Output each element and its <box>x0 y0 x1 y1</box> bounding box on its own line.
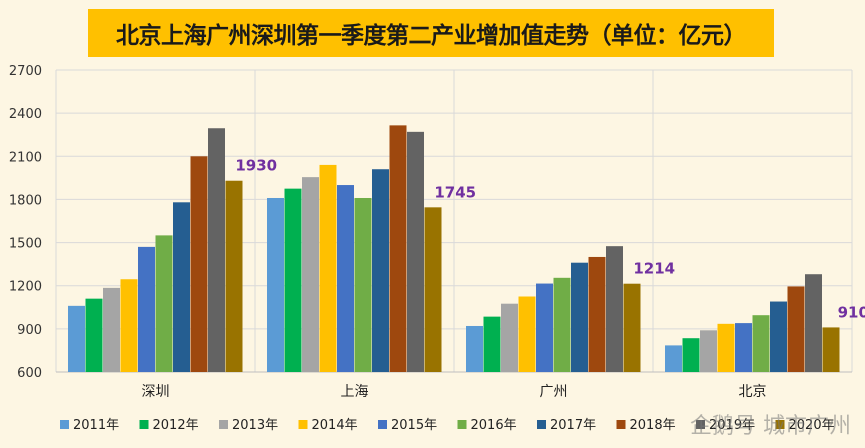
bar-2011年-深圳 <box>68 305 85 372</box>
legend-swatch-2013年 <box>219 420 228 429</box>
category-label: 广州 <box>540 384 568 400</box>
bar-2016年-广州 <box>553 277 571 372</box>
legend-label-2020年: 2020年 <box>789 418 835 433</box>
data-label-深圳: 1930 <box>235 157 277 175</box>
legend-label-2018年: 2018年 <box>630 418 676 433</box>
bar-2017年-北京 <box>770 301 787 372</box>
legend-swatch-2015年 <box>378 420 387 429</box>
chart-title: 北京上海广州深圳第一季度第二产业增加值走势（单位：亿元） <box>116 23 747 49</box>
bar-2014年-上海 <box>319 164 337 372</box>
y-tick-label: 600 <box>17 366 42 381</box>
y-tick-label: 1200 <box>9 280 42 295</box>
bar-2018年-上海 <box>389 125 407 372</box>
legend-label-2016年: 2016年 <box>471 418 517 433</box>
bar-2019年-深圳 <box>208 128 225 372</box>
bar-2015年-深圳 <box>138 246 155 372</box>
bar-2020年-北京 <box>822 327 840 372</box>
bar-2014年-北京 <box>717 323 735 372</box>
bar-2014年-广州 <box>518 296 536 372</box>
data-label-上海: 1745 <box>434 183 476 201</box>
bar-2013年-上海 <box>302 177 319 372</box>
bar-2017年-上海 <box>372 169 389 372</box>
data-label-广州: 1214 <box>633 260 675 278</box>
bar-2020年-深圳 <box>225 180 243 372</box>
legend-swatch-2019年 <box>696 420 705 429</box>
bar-2019年-上海 <box>407 131 424 372</box>
category-label: 深圳 <box>142 384 170 400</box>
chart-title-box: 北京上海广州深圳第一季度第二产业增加值走势（单位：亿元） <box>88 9 774 57</box>
bar-2017年-广州 <box>571 262 588 372</box>
bar-2013年-北京 <box>700 330 717 372</box>
bar-2015年-广州 <box>536 283 553 372</box>
bar-2012年-北京 <box>682 338 700 372</box>
y-tick-label: 1500 <box>9 237 42 252</box>
legend-label-2012年: 2012年 <box>153 418 199 433</box>
watermark: 企鹅号 城市广州 <box>690 414 851 439</box>
y-tick-label: 1800 <box>9 193 42 208</box>
bar-2019年-广州 <box>606 246 623 372</box>
legend-swatch-2018年 <box>616 420 626 429</box>
y-tick-label: 2100 <box>9 150 42 165</box>
legend-swatch-2017年 <box>537 420 546 429</box>
legend-label-2019年: 2019年 <box>709 418 755 433</box>
bar-2016年-北京 <box>752 315 770 372</box>
bar-2011年-广州 <box>466 325 483 372</box>
bar-2012年-上海 <box>284 188 302 372</box>
category-label: 上海 <box>341 384 369 400</box>
bar-2018年-深圳 <box>190 156 208 372</box>
y-tick-label: 900 <box>17 323 42 338</box>
bar-2017年-深圳 <box>173 202 190 372</box>
bar-2015年-北京 <box>735 323 752 372</box>
data-label-北京: 910 <box>838 303 865 321</box>
category-label: 北京 <box>739 384 767 400</box>
bar-2019年-北京 <box>805 274 822 372</box>
bar-2012年-深圳 <box>85 298 103 372</box>
bar-2016年-上海 <box>354 197 372 372</box>
bar-2011年-北京 <box>665 345 682 372</box>
bar-2013年-广州 <box>501 303 518 372</box>
bar-2018年-广州 <box>588 256 606 372</box>
bar-2014年-深圳 <box>120 279 138 372</box>
y-tick-label: 2700 <box>9 64 42 79</box>
legend-label-2015年: 2015年 <box>391 418 437 433</box>
legend-label-2013年: 2013年 <box>232 418 278 433</box>
legend-label-2014年: 2014年 <box>312 418 358 433</box>
bar-2012年-广州 <box>483 316 501 372</box>
bar-2015年-上海 <box>337 185 354 372</box>
bar-2020年-广州 <box>623 283 641 372</box>
legend-swatch-2016年 <box>457 420 467 429</box>
bar-2016年-深圳 <box>155 235 173 372</box>
legend-swatch-2012年 <box>139 420 149 429</box>
bar-2018年-北京 <box>787 286 805 372</box>
bar-2020年-上海 <box>424 207 442 372</box>
legend-swatch-2011年 <box>60 420 69 429</box>
legend-swatch-2014年 <box>298 420 308 429</box>
bar-2013年-深圳 <box>103 287 120 372</box>
legend-label-2011年: 2011年 <box>73 418 119 433</box>
y-tick-label: 2400 <box>9 107 42 122</box>
bar-2011年-上海 <box>267 197 284 372</box>
legend-swatch-2020年 <box>775 420 785 429</box>
legend-label-2017年: 2017年 <box>550 418 596 433</box>
